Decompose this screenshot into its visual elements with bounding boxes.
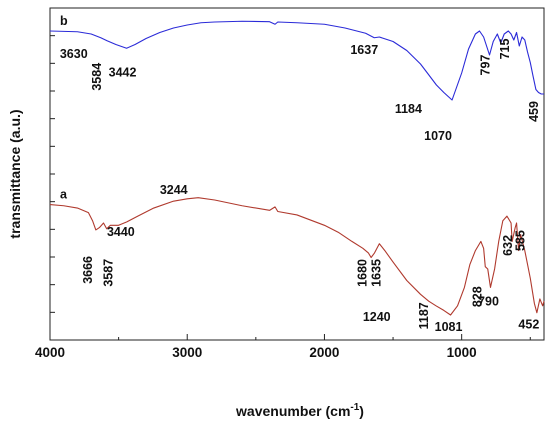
x-tick-label-4000: 4000 xyxy=(35,345,65,360)
peak-label-a-1635: 1635 xyxy=(370,259,384,287)
peak-label-a-3666: 3666 xyxy=(81,256,95,284)
y-ticks xyxy=(50,35,55,313)
peak-label-a-585: 585 xyxy=(514,230,528,251)
peak-label-a-3244: 3244 xyxy=(160,183,188,197)
peak-label-a-1081: 1081 xyxy=(435,320,463,334)
series-a-label: a xyxy=(60,188,68,202)
peak-label-b-459: 459 xyxy=(527,101,541,122)
x-axis-title-main: wavenumber (cm xyxy=(235,403,350,419)
series-b-line xyxy=(49,20,544,101)
x-axis-title: wavenumber (cm-1) xyxy=(235,402,364,419)
peak-label-b-1070: 1070 xyxy=(424,129,452,143)
peak-label-b-715: 715 xyxy=(498,39,512,60)
x-tick-label-3000: 3000 xyxy=(172,345,202,360)
peak-label-a-790: 790 xyxy=(478,294,499,308)
peak-label-b-797: 797 xyxy=(479,55,493,76)
peak-label-b-1637: 1637 xyxy=(350,43,378,57)
peak-label-b-3630: 3630 xyxy=(60,47,88,61)
series-b-label: b xyxy=(60,14,68,28)
peak-label-a-1187: 1187 xyxy=(417,302,431,329)
peak-label-a-1680: 1680 xyxy=(355,259,369,287)
peak-label-a-632: 632 xyxy=(501,235,515,256)
series-layer xyxy=(49,20,545,316)
peak-label-a-452: 452 xyxy=(518,318,539,332)
x-tick-label-1000: 1000 xyxy=(447,345,477,360)
x-axis-title-close: ) xyxy=(359,403,364,419)
peak-label-b-1184: 1184 xyxy=(395,102,422,116)
x-axis-title-sup: -1 xyxy=(350,402,359,413)
peak-label-b-3584: 3584 xyxy=(90,63,104,91)
x-tick-label-2000: 2000 xyxy=(309,345,339,360)
peak-label-a-3440: 3440 xyxy=(107,225,135,239)
x-ticks: 4000 3000 2000 1000 xyxy=(35,334,531,360)
y-axis-title: transmittance (a.u.) xyxy=(7,109,23,238)
peak-label-b-3442: 3442 xyxy=(109,65,137,79)
series-a-line xyxy=(49,197,545,316)
peak-label-a-3587: 3587 xyxy=(102,259,116,287)
peak-label-a-1240: 1240 xyxy=(363,310,391,324)
peak-label-a-828: 828 xyxy=(470,286,484,307)
